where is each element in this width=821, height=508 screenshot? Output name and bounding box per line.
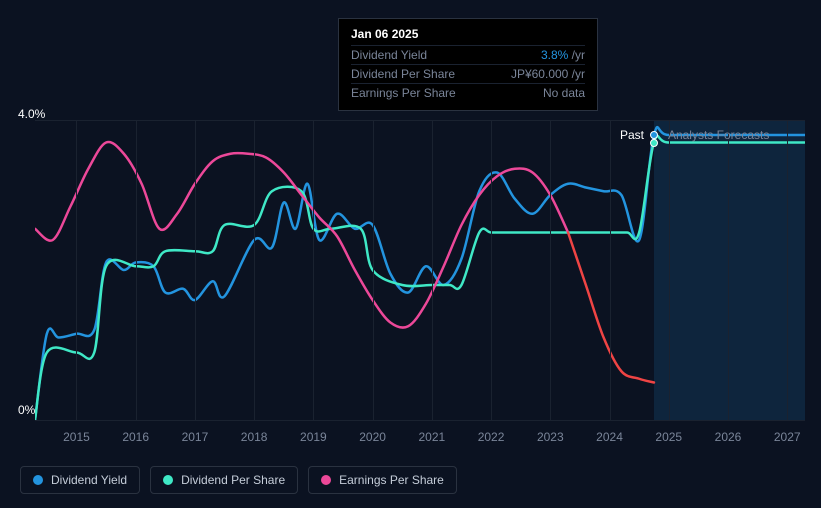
tooltip-row-label: Dividend Per Share <box>351 67 455 81</box>
legend-label: Dividend Yield <box>51 473 127 487</box>
chart-legend: Dividend Yield Dividend Per Share Earnings… <box>20 466 457 494</box>
gridline-vertical <box>432 120 433 420</box>
x-axis-label: 2015 <box>63 430 90 444</box>
forecast-label: Analysts Forecasts <box>668 128 769 142</box>
gridline-vertical <box>728 120 729 420</box>
gridline-horizontal <box>35 420 805 421</box>
gridline-vertical <box>76 120 77 420</box>
x-axis-label: 2020 <box>359 430 386 444</box>
tooltip-row-label: Dividend Yield <box>351 48 427 62</box>
tooltip-row: Earnings Per Share No data <box>351 83 585 102</box>
legend-swatch <box>33 475 43 485</box>
past-label: Past <box>620 128 644 142</box>
tooltip-row-value: No data <box>543 86 585 100</box>
tooltip-row: Dividend Yield 3.8% /yr <box>351 45 585 64</box>
legend-swatch <box>321 475 331 485</box>
gridline-vertical <box>373 120 374 420</box>
legend-label: Dividend Per Share <box>181 473 285 487</box>
tooltip-row: Dividend Per Share JP¥60.000 /yr <box>351 64 585 83</box>
legend-item[interactable]: Dividend Per Share <box>150 466 298 494</box>
gridline-vertical <box>491 120 492 420</box>
gridline-vertical <box>610 120 611 420</box>
tooltip-row-value: 3.8% /yr <box>541 48 585 62</box>
x-axis-label: 2025 <box>655 430 682 444</box>
legend-label: Earnings Per Share <box>339 473 444 487</box>
chart-tooltip: Jan 06 2025 Dividend Yield3.8% /yrDivide… <box>338 18 598 111</box>
tooltip-row-value: JP¥60.000 /yr <box>511 67 585 81</box>
x-axis-label: 2024 <box>596 430 623 444</box>
legend-item[interactable]: Earnings Per Share <box>308 466 457 494</box>
x-axis-label: 2026 <box>715 430 742 444</box>
gridline-vertical <box>254 120 255 420</box>
x-axis-label: 2017 <box>182 430 209 444</box>
gridline-vertical <box>136 120 137 420</box>
gridline-vertical <box>195 120 196 420</box>
y-axis-label: 4.0% <box>18 107 45 121</box>
x-axis-label: 2027 <box>774 430 801 444</box>
x-axis-label: 2023 <box>537 430 564 444</box>
legend-swatch <box>163 475 173 485</box>
gridline-vertical <box>787 120 788 420</box>
gridline-vertical <box>550 120 551 420</box>
plot-area <box>35 120 805 420</box>
tooltip-row-label: Earnings Per Share <box>351 86 456 100</box>
x-axis-label: 2022 <box>478 430 505 444</box>
gridline-horizontal <box>35 120 805 121</box>
tooltip-title: Jan 06 2025 <box>351 27 585 41</box>
gridline-vertical <box>669 120 670 420</box>
y-axis-label: 0% <box>18 403 35 417</box>
x-axis-label: 2021 <box>418 430 445 444</box>
series-marker <box>650 139 658 147</box>
x-axis-label: 2016 <box>122 430 149 444</box>
legend-item[interactable]: Dividend Yield <box>20 466 140 494</box>
chart-container: 4.0% 0% 2015 2016 2017 2018 2019 2020 2021 2022 2… <box>0 0 821 508</box>
gridline-vertical <box>313 120 314 420</box>
x-axis-label: 2019 <box>300 430 327 444</box>
line-chart-svg <box>35 120 805 420</box>
x-axis-label: 2018 <box>241 430 268 444</box>
